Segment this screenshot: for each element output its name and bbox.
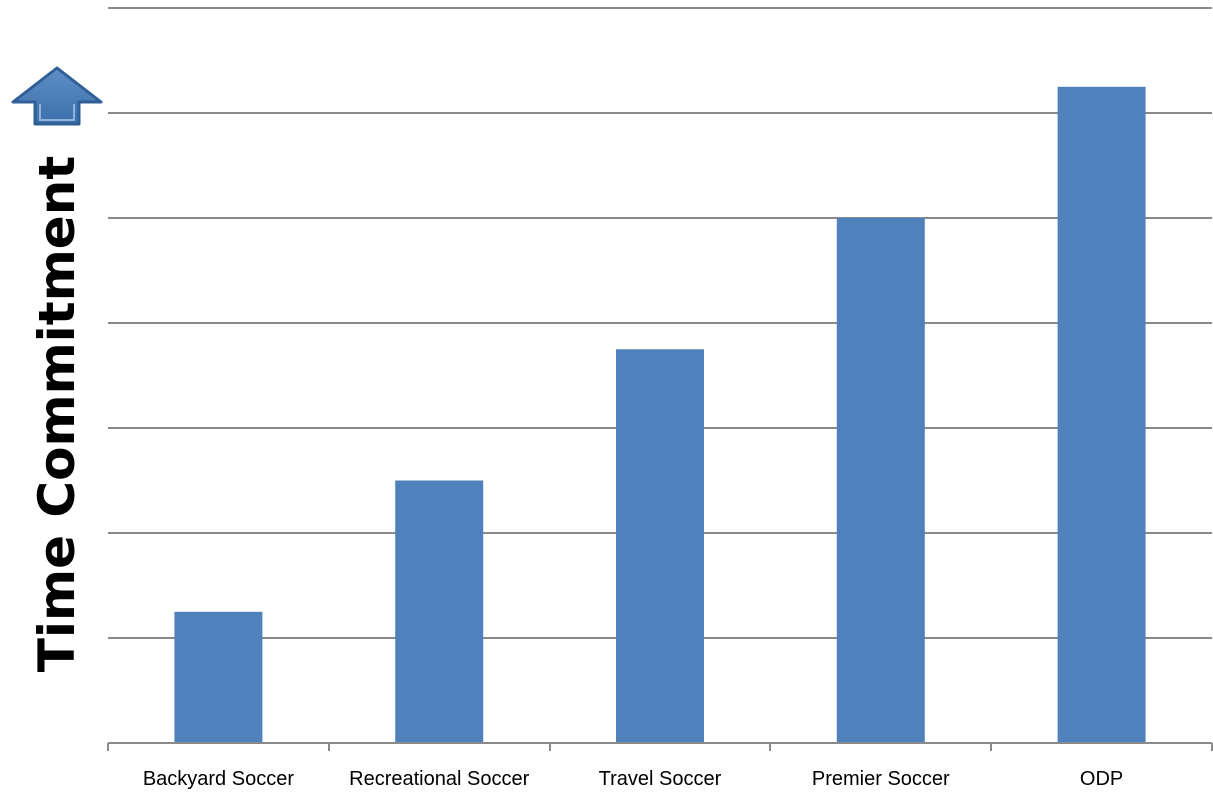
bar bbox=[1057, 86, 1146, 744]
x-tick-label: ODP bbox=[1080, 768, 1123, 790]
x-tick-label: Premier Soccer bbox=[812, 768, 950, 790]
bar bbox=[836, 218, 925, 743]
bars bbox=[174, 86, 1146, 744]
x-axis bbox=[107, 742, 1213, 751]
bar bbox=[616, 349, 704, 744]
x-tick-label: Recreational Soccer bbox=[349, 768, 529, 790]
x-tick-label: Backyard Soccer bbox=[143, 768, 295, 790]
x-tick-labels: Backyard Soccer Recreational Soccer Travel… bbox=[143, 768, 1123, 790]
bar bbox=[174, 611, 263, 744]
x-tick-label: Travel Soccer bbox=[599, 768, 722, 790]
y-axis-label: Time Commitment bbox=[28, 156, 86, 672]
bar bbox=[395, 480, 484, 743]
up-arrow-icon bbox=[11, 66, 103, 126]
